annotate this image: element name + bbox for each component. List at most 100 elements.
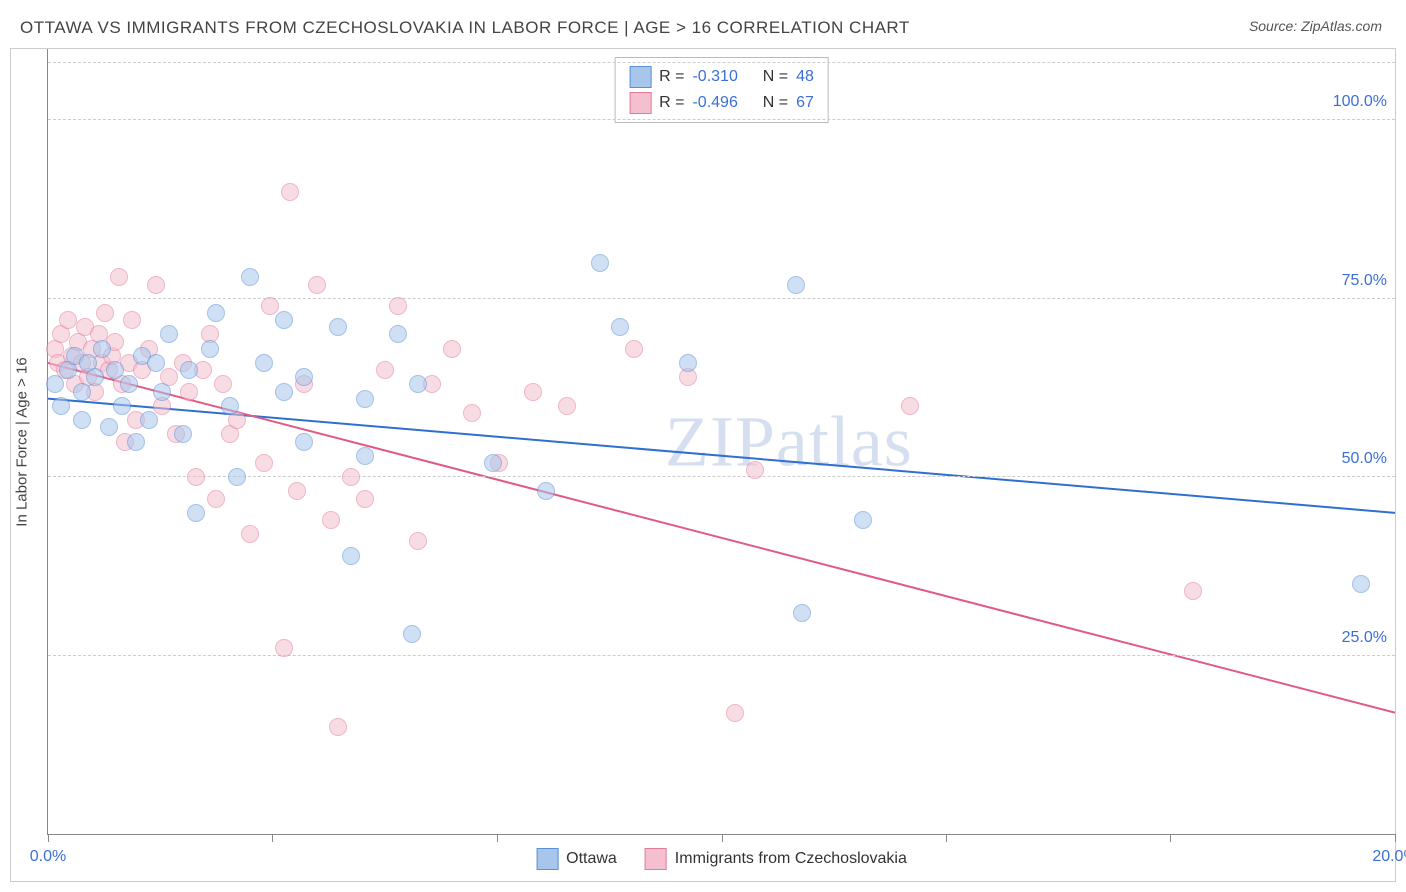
plot-area: In Labor Force | Age > 16 ZIPatlas R = -… (47, 49, 1395, 835)
data-point (160, 325, 178, 343)
data-point (1184, 582, 1202, 600)
data-point (443, 340, 461, 358)
data-point (110, 268, 128, 286)
trend-lines (48, 49, 1395, 834)
data-point (275, 383, 293, 401)
data-point (59, 311, 77, 329)
data-point (46, 375, 64, 393)
data-point (611, 318, 629, 336)
data-point (153, 383, 171, 401)
stats-box: R = -0.310 N = 48 R = -0.496 N = 67 (614, 57, 829, 123)
data-point (275, 639, 293, 657)
data-point (275, 311, 293, 329)
y-tick-label: 50.0% (1342, 450, 1387, 468)
data-point (409, 532, 427, 550)
data-point (207, 490, 225, 508)
data-point (679, 354, 697, 372)
data-point (558, 397, 576, 415)
y-tick-label: 25.0% (1342, 629, 1387, 647)
watermark: ZIPatlas (665, 400, 913, 483)
data-point (93, 340, 111, 358)
x-tick (272, 834, 273, 842)
data-point (281, 183, 299, 201)
data-point (241, 525, 259, 543)
data-point (255, 454, 273, 472)
data-point (746, 461, 764, 479)
data-point (120, 375, 138, 393)
data-point (52, 397, 70, 415)
stats-row: R = -0.310 N = 48 (629, 64, 814, 90)
data-point (127, 433, 145, 451)
data-point (329, 718, 347, 736)
gridline (48, 62, 1395, 63)
swatch-czechoslovakia (645, 848, 667, 870)
data-point (221, 397, 239, 415)
gridline (48, 298, 1395, 299)
data-point (793, 604, 811, 622)
legend-item-ottawa: Ottawa (536, 848, 617, 870)
chart-title: OTTAWA VS IMMIGRANTS FROM CZECHOSLOVAKIA… (20, 18, 910, 38)
data-point (295, 368, 313, 386)
data-point (214, 375, 232, 393)
data-point (342, 468, 360, 486)
data-point (463, 404, 481, 422)
gridline (48, 119, 1395, 120)
legend-item-czechoslovakia: Immigrants from Czechoslovakia (645, 848, 907, 870)
swatch-czechoslovakia (629, 92, 651, 114)
data-point (537, 482, 555, 500)
x-tick (497, 834, 498, 842)
data-point (376, 361, 394, 379)
swatch-ottawa (536, 848, 558, 870)
data-point (342, 547, 360, 565)
legend-label: Immigrants from Czechoslovakia (675, 850, 907, 868)
data-point (100, 418, 118, 436)
x-tick (48, 834, 49, 842)
data-point (113, 397, 131, 415)
source-label: Source: ZipAtlas.com (1249, 18, 1382, 34)
chart-frame: In Labor Force | Age > 16 ZIPatlas R = -… (10, 48, 1396, 882)
data-point (625, 340, 643, 358)
gridline (48, 655, 1395, 656)
legend: Ottawa Immigrants from Czechoslovakia (536, 848, 907, 870)
data-point (308, 276, 326, 294)
y-axis-title: In Labor Force | Age > 16 (14, 357, 31, 526)
data-point (1352, 575, 1370, 593)
data-point (73, 411, 91, 429)
data-point (201, 340, 219, 358)
gridline (48, 476, 1395, 477)
data-point (147, 354, 165, 372)
data-point (96, 304, 114, 322)
data-point (403, 625, 421, 643)
data-point (389, 297, 407, 315)
y-tick-label: 75.0% (1342, 272, 1387, 290)
data-point (228, 468, 246, 486)
data-point (901, 397, 919, 415)
data-point (174, 425, 192, 443)
data-point (726, 704, 744, 722)
x-tick (722, 834, 723, 842)
stats-row: R = -0.496 N = 67 (629, 90, 814, 116)
data-point (187, 468, 205, 486)
data-point (241, 268, 259, 286)
data-point (261, 297, 279, 315)
data-point (356, 447, 374, 465)
data-point (255, 354, 273, 372)
data-point (187, 504, 205, 522)
x-tick-label: 20.0% (1372, 848, 1406, 866)
data-point (180, 383, 198, 401)
data-point (123, 311, 141, 329)
data-point (484, 454, 502, 472)
data-point (787, 276, 805, 294)
data-point (295, 433, 313, 451)
data-point (322, 511, 340, 529)
data-point (329, 318, 347, 336)
trend-line (48, 399, 1395, 513)
x-tick (1170, 834, 1171, 842)
x-tick-label: 0.0% (30, 848, 66, 866)
data-point (147, 276, 165, 294)
data-point (854, 511, 872, 529)
y-tick-label: 100.0% (1333, 93, 1387, 111)
data-point (524, 383, 542, 401)
data-point (288, 482, 306, 500)
data-point (86, 368, 104, 386)
